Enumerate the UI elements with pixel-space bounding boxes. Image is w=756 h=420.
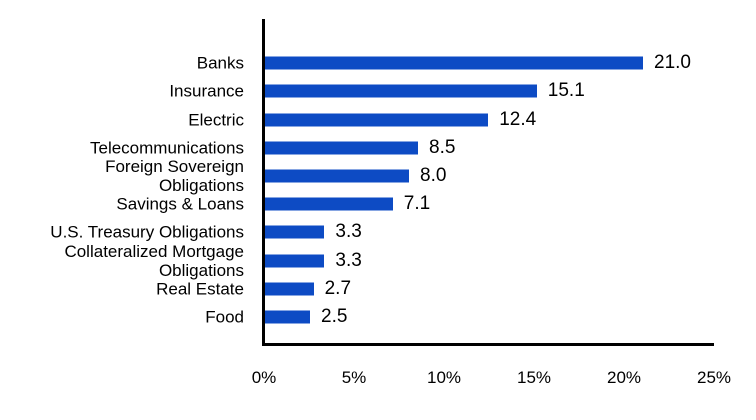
x-tick-label: 10% [426, 368, 462, 387]
x-tick-label: 25% [696, 368, 732, 387]
category-label: Food [24, 308, 244, 327]
category-label-line: Savings & Loans [116, 194, 244, 214]
value-label: 8.5 [429, 136, 456, 158]
category-label-line: Foreign Sovereign [105, 157, 244, 176]
bar [265, 141, 418, 155]
bar [265, 56, 643, 70]
bar [265, 197, 393, 211]
category-label: Real Estate [24, 279, 244, 298]
value-label: 2.7 [324, 277, 352, 299]
category-label-line: Telecommunications [89, 138, 244, 158]
value-label: 15.1 [547, 80, 585, 102]
category-label-line: Collateralized Mortgage [64, 241, 244, 261]
x-tick-label: 15% [516, 368, 552, 387]
category-label-line: Real Estate [156, 279, 244, 299]
value-label: 3.3 [335, 221, 362, 243]
x-tick-label: 20% [606, 368, 642, 387]
value-label: 7.1 [403, 193, 431, 215]
category-label-line: Banks [196, 53, 244, 73]
category-label: Foreign Sovereign Obligations [24, 157, 244, 195]
value-label: 2.5 [321, 306, 348, 327]
category-label-line: Electric [188, 110, 244, 130]
category-label: Insurance [24, 82, 244, 101]
y-axis-line [262, 19, 265, 346]
value-label: 3.3 [335, 249, 362, 271]
category-label-line: Obligations [158, 176, 244, 195]
bar [265, 113, 489, 127]
x-tick-label: 5% [341, 368, 367, 387]
value-label: 21.0 [654, 52, 691, 74]
category-label-line: Insurance [169, 81, 244, 101]
category-label: Banks [24, 54, 244, 73]
bar [265, 282, 314, 296]
category-label: Collateralized Mortgage Obligations [24, 242, 244, 280]
category-label: Electric [24, 110, 244, 129]
category-label: U.S. Treasury Obligations [24, 223, 244, 242]
category-label-line: Food [205, 307, 244, 327]
category-label: Savings & Loans [24, 195, 244, 214]
category-label-line: Obligations [158, 260, 244, 280]
x-tick-label: 0% [251, 368, 277, 387]
x-axis-line [262, 343, 714, 346]
bar [265, 225, 325, 239]
bar [265, 310, 310, 324]
bar [265, 254, 325, 268]
bar [265, 169, 409, 183]
category-label: Telecommunications [24, 138, 244, 157]
bar [265, 84, 537, 98]
category-label-line: U.S. Treasury Obligations [50, 222, 244, 242]
value-label: 12.4 [499, 108, 537, 130]
value-label: 8.0 [420, 165, 447, 186]
